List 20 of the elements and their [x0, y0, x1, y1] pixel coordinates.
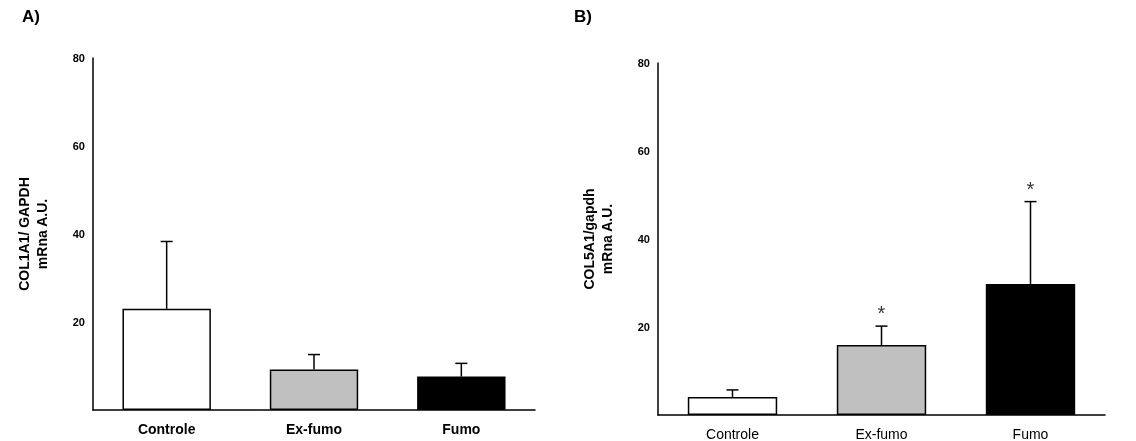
x-tick-label: Fumo	[442, 421, 481, 437]
x-tick-label: Ex-fumo	[286, 421, 342, 437]
x-tick-label: Controle	[137, 421, 196, 437]
y-tick-label: 20	[72, 316, 85, 328]
y-axis-title: COL1A1/ GAPDH mRna A.U.	[16, 177, 50, 291]
y-tick-label: 60	[72, 140, 85, 152]
y-tick-label: 60	[637, 145, 650, 157]
y-axis-title: COL5A1/gapdh mRna A.U.	[581, 188, 615, 290]
y-tick-label: 80	[72, 52, 85, 64]
x-tick-label: Ex-fumo	[855, 426, 908, 441]
chart-title: A)	[22, 7, 40, 26]
y-tick-label: 40	[72, 228, 85, 240]
y-tick-label: 80	[637, 57, 650, 69]
annotation: *	[1026, 177, 1035, 200]
x-tick-label: Controle	[706, 426, 760, 441]
y-tick-label: 20	[637, 321, 650, 333]
annotation: *	[877, 302, 886, 325]
y-tick-label: 40	[637, 233, 650, 245]
chart-title: B)	[574, 7, 592, 26]
x-tick-label: Fumo	[1012, 426, 1049, 441]
